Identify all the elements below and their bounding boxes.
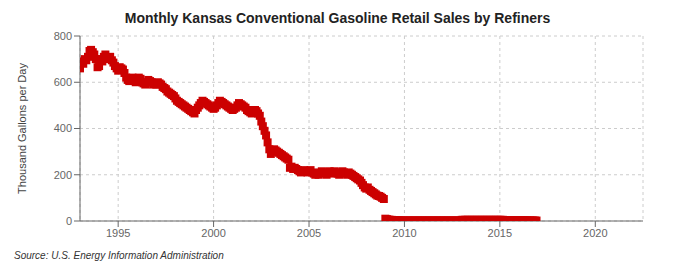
html-text:Monthly Kansas Conventional Ga: Monthly Kansas Conventional Gasoline Ret… bbox=[124, 10, 551, 26]
svg-text:2015: 2015 bbox=[488, 227, 512, 239]
svg-text:600: 600 bbox=[54, 76, 72, 88]
svg-text:800: 800 bbox=[54, 30, 72, 42]
svg-text:2005: 2005 bbox=[297, 227, 321, 239]
svg-text:2000: 2000 bbox=[201, 227, 225, 239]
svg-text:1995: 1995 bbox=[106, 227, 130, 239]
svg-text:2010: 2010 bbox=[392, 227, 416, 239]
svg-text:2020: 2020 bbox=[583, 227, 607, 239]
svg-text:400: 400 bbox=[54, 122, 72, 134]
svg-text:200: 200 bbox=[54, 169, 72, 181]
svg-text:0: 0 bbox=[66, 215, 72, 227]
svg-text:Thousand Gallons per Day: Thousand Gallons per Day bbox=[16, 63, 28, 194]
html-text:Source: U.S. Energy Informatio: Source: U.S. Energy Information Administ… bbox=[14, 250, 224, 261]
